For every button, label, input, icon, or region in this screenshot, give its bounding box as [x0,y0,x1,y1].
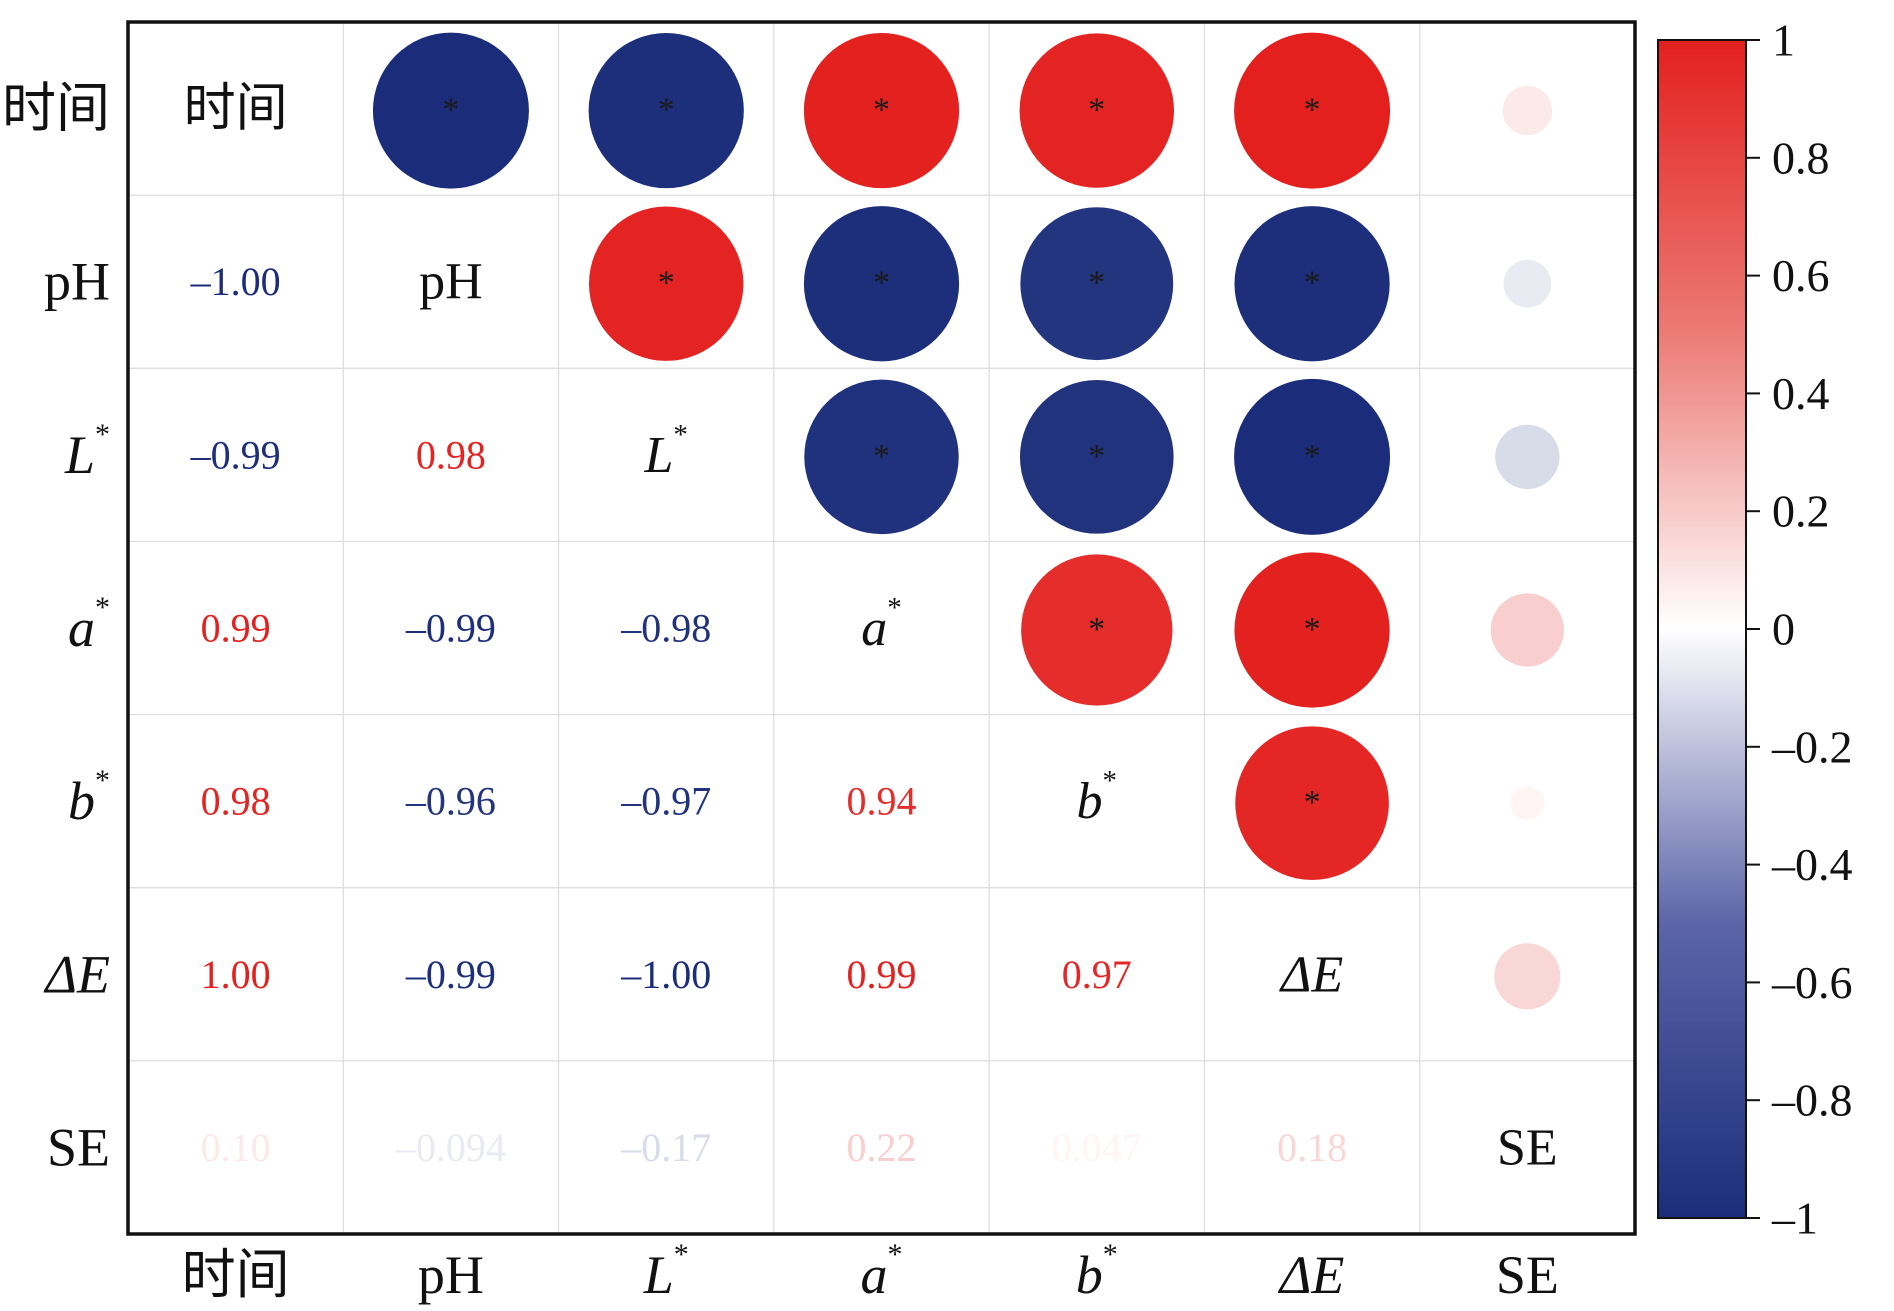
correlation-value: 0.98 [416,432,486,477]
significance-marker: * [1304,265,1321,302]
grid-lines [128,22,1635,1234]
correlation-circle [1234,552,1390,708]
diagonal-label: ΔE [1279,946,1343,1003]
correlation-circle [803,32,960,189]
correlation-circle [588,32,744,189]
colorbar-tick-label: 0.8 [1772,132,1830,183]
correlation-circle [1234,32,1391,189]
significance-marker: * [1088,92,1105,129]
significance-marker: * [1304,784,1321,821]
row-label: pH [44,252,110,312]
colorbar-gradient [1657,39,1747,1219]
column-label: 时间 [182,1245,290,1305]
correlation-value: –1.00 [620,952,711,997]
significance-marker: * [442,92,459,129]
correlation-value: –0.094 [395,1125,506,1170]
correlation-value: 0.98 [201,779,271,824]
correlation-circle [1021,554,1173,706]
row-label: b* [68,764,110,832]
correlation-circle [1502,85,1553,136]
diagonal-label: 时间 [184,80,288,137]
correlation-circle [1235,726,1389,880]
correlation-circle [803,206,960,362]
correlation-value: 0.22 [847,1125,917,1170]
colorbar-tick-label: –0.4 [1771,839,1853,890]
correlation-value: –0.99 [405,606,496,651]
correlation-circle [1490,593,1564,667]
significance-marker: * [658,265,675,302]
correlation-circle [1234,206,1390,362]
correlation-circle [1510,786,1545,821]
correlation-circle [1503,259,1552,308]
row-label: ΔE [43,944,110,1004]
row-label: SE [47,1117,110,1177]
correlation-value: 0.94 [847,779,917,824]
correlation-value: 0.18 [1277,1125,1347,1170]
significance-marker: * [1304,438,1321,475]
correlation-circle [372,32,529,189]
colorbar-tick-label: 0.2 [1772,486,1830,537]
correlation-value: –0.17 [620,1125,711,1170]
row-label: 时间 [2,79,110,139]
colorbar-tick-label: 1 [1772,15,1795,66]
diagonal-label: SE [1497,1119,1558,1176]
correlation-value: –0.98 [620,606,711,651]
matrix-cells: 时间 * * * * * –1.00 pH * * * * –0.99 0.98 L* * * * 0.99 –0.9… [184,32,1564,1176]
colorbar-tick-label: 0.6 [1772,250,1830,301]
significance-marker: * [873,265,890,302]
colorbar-tick-label: –0.8 [1771,1075,1853,1126]
column-label: SE [1496,1245,1559,1305]
row-label: a* [68,591,110,659]
colorbar: 1 0.8 0.6 0.4 0.2 0 –0.2 –0.4 –0.6 –0.8 –1 [1657,15,1853,1244]
correlation-value: 1.00 [201,952,271,997]
diagonal-label: pH [419,253,483,310]
diagonal-label: L* [644,419,688,484]
column-labels: 时间 pH L* a* b* ΔE SE [182,1238,1559,1306]
correlation-value: 0.99 [847,952,917,997]
correlation-circle [1019,380,1174,534]
correlation-circle [1494,943,1561,1010]
significance-marker: * [1304,611,1321,648]
correlation-circle [1019,33,1175,188]
correlation-value: –0.97 [620,779,711,824]
correlation-circle [804,379,959,535]
correlation-circle [1234,378,1391,535]
correlation-circle [588,206,744,361]
colorbar-tick-label: –0.6 [1771,957,1853,1008]
colorbar-tick-label: –1 [1771,1193,1818,1244]
correlation-value: –0.99 [190,432,281,477]
plot-frame [126,20,1637,1236]
significance-marker: * [1088,611,1105,648]
colorbar-tick-label: 0 [1772,604,1795,655]
significance-marker: * [658,92,675,129]
significance-marker: * [1088,438,1105,475]
correlation-value: –1.00 [190,259,281,304]
significance-marker: * [873,438,890,475]
correlation-value: –0.99 [405,952,496,997]
column-label: b* [1076,1238,1118,1306]
column-label: L* [643,1238,689,1306]
row-labels: 时间 pH L* a* b* ΔE SE [2,79,110,1178]
correlation-value: 0.97 [1062,952,1132,997]
significance-marker: * [1088,265,1105,302]
row-label: L* [64,417,110,485]
significance-marker: * [873,92,890,129]
significance-marker: * [1304,92,1321,129]
diagonal-label: b* [1077,765,1118,830]
column-label: a* [861,1238,903,1306]
diagonal-label: a* [861,592,902,657]
correlation-value: 0.10 [201,1125,271,1170]
correlation-value: –0.96 [405,779,496,824]
colorbar-tick-label: –0.2 [1771,721,1853,772]
column-label: pH [418,1245,484,1305]
column-label: ΔE [1278,1245,1345,1305]
correlation-circle [1495,424,1560,490]
correlation-value: 0.99 [201,606,271,651]
correlation-value: 0.047 [1052,1125,1142,1170]
correlation-circle [1020,207,1174,361]
colorbar-tick-label: 0.4 [1772,368,1830,419]
